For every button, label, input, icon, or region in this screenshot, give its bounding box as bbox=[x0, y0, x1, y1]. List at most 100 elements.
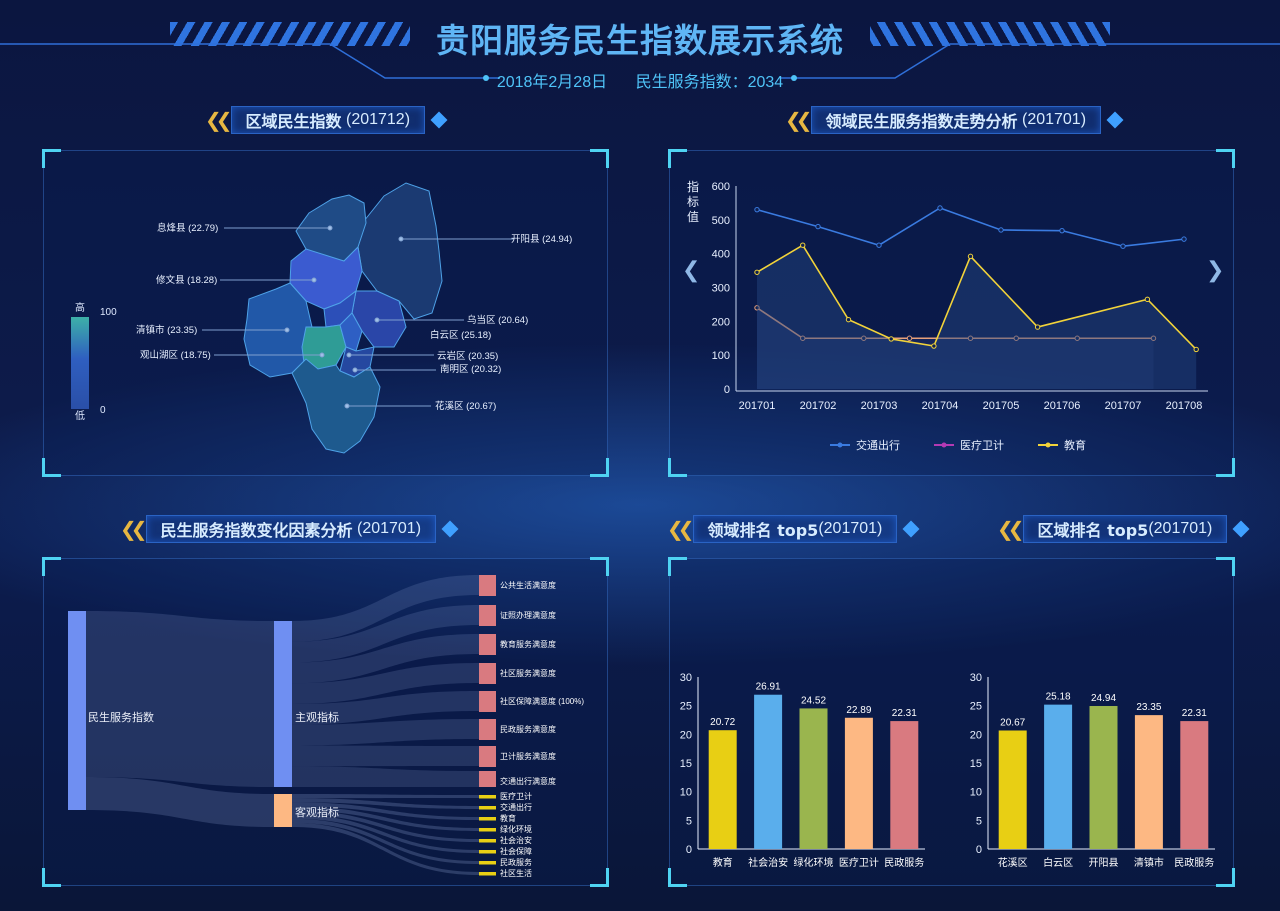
x-tick-label: 民政服务 bbox=[884, 856, 924, 869]
series-point bbox=[1193, 346, 1199, 353]
legend-label: 医疗卫计 bbox=[960, 438, 1004, 452]
chevron-left-icon: ❮❮ bbox=[667, 518, 694, 541]
diamond-icon bbox=[1106, 111, 1124, 129]
domain-rank-bar bbox=[754, 694, 783, 849]
domain-rank-section-title: ❮❮ 领域排名 top5 (201701) bbox=[667, 514, 920, 544]
legend-dot bbox=[941, 442, 947, 448]
map-label: 云岩区 (20.35) bbox=[437, 350, 498, 362]
y-tick-label: 25 bbox=[970, 701, 982, 713]
series-point bbox=[876, 242, 882, 248]
x-tick-label: 教育 bbox=[713, 856, 733, 869]
sankey-link bbox=[292, 798, 479, 809]
header-stripes-left bbox=[170, 22, 410, 46]
sankey-link bbox=[292, 605, 479, 663]
sankey-node bbox=[479, 817, 496, 821]
map-label: 开阳县 (24.94) bbox=[511, 234, 572, 245]
map-region-kaiyang[interactable] bbox=[357, 182, 443, 320]
region-rank-value-label: 25.18 bbox=[1046, 692, 1071, 703]
sankey-node bbox=[479, 634, 496, 655]
x-tick-label: 社会治安 bbox=[748, 856, 788, 869]
map-label: 南明区 (20.32) bbox=[440, 363, 501, 375]
y-tick-label: 0 bbox=[976, 844, 982, 856]
series-point bbox=[800, 242, 806, 248]
series-line-交通出行 bbox=[756, 207, 1185, 248]
y-tick-label: 600 bbox=[712, 181, 730, 193]
map-label: 清镇市 (23.35) bbox=[136, 324, 197, 336]
sankey-link bbox=[292, 794, 479, 799]
map-label: 乌当区 (20.64) bbox=[467, 314, 528, 326]
sankey-node-label: 社会保障 bbox=[500, 846, 532, 856]
sankey-node bbox=[479, 771, 496, 787]
series-area-医疗卫计 bbox=[757, 307, 1154, 389]
sankey-link bbox=[292, 634, 479, 684]
series-point bbox=[1013, 335, 1019, 341]
map-label: 息烽县 (22.79) bbox=[157, 222, 218, 234]
chevron-left-icon: ❮❮ bbox=[205, 109, 232, 132]
sankey-node-label: 社区服务满意度 bbox=[500, 668, 556, 678]
x-tick-label: 花溪区 bbox=[998, 856, 1028, 869]
map-region-yunyan[interactable] bbox=[339, 312, 363, 352]
x-tick-label: 绿化环境 bbox=[794, 856, 834, 869]
map-label: 观山湖区 (18.75) bbox=[140, 350, 211, 361]
y-tick-label: 500 bbox=[712, 215, 730, 227]
y-tick-label: 30 bbox=[680, 672, 692, 684]
factor-title-period: (201701) bbox=[356, 520, 422, 537]
region-rank-section-title: ❮❮ 区域排名 top5 (201701) bbox=[997, 514, 1250, 544]
y-tick-label: 5 bbox=[976, 815, 982, 827]
factor-panel: 民生服务指数 主观指标客观指标 公共生活满意度证照办理满意度教育服务满意度社区服务满… bbox=[42, 557, 609, 887]
domain-rank-value-label: 20.72 bbox=[710, 717, 735, 728]
sankey-node bbox=[479, 605, 496, 626]
x-tick-label: 开阳县 bbox=[1089, 857, 1119, 869]
y-tick-label: 25 bbox=[680, 701, 692, 713]
sankey-node bbox=[479, 828, 496, 832]
region-rank-value-label: 24.94 bbox=[1091, 693, 1116, 704]
series-point bbox=[1181, 236, 1187, 242]
sankey-node-label: 教育服务满意度 bbox=[500, 639, 556, 649]
sankey-node bbox=[479, 719, 496, 740]
y-axis-label: 值 bbox=[687, 209, 699, 224]
sankey-node bbox=[479, 663, 496, 684]
sankey-node-label: 公共生活满意度 bbox=[500, 580, 556, 590]
factor-sankey-chart: 民生服务指数 主观指标客观指标 公共生活满意度证照办理满意度教育服务满意度社区服务满… bbox=[68, 575, 584, 878]
map-label: 修文县 (18.28) bbox=[156, 274, 217, 286]
sankey-node-label: 卫计服务满意度 bbox=[500, 751, 556, 761]
region-rank-title-period: (201701) bbox=[1148, 520, 1213, 537]
x-tick-label: 清镇市 bbox=[1134, 856, 1164, 869]
chevron-left-icon: ❮❮ bbox=[120, 518, 147, 541]
series-point bbox=[1059, 227, 1065, 234]
y-axis-label: 标 bbox=[687, 195, 699, 209]
sankey-link bbox=[292, 745, 479, 767]
sankey-node bbox=[479, 861, 496, 865]
sankey-link bbox=[292, 691, 479, 725]
x-tick-label: 民政服务 bbox=[1174, 856, 1214, 869]
domain-rank-value-label: 22.89 bbox=[846, 705, 871, 716]
chevron-right-icon[interactable]: ❯ bbox=[1206, 257, 1225, 282]
y-tick-label: 15 bbox=[970, 758, 982, 770]
legend-dot bbox=[837, 442, 843, 448]
y-tick-label: 100 bbox=[712, 350, 730, 362]
trend-title-text: 领域民生服务指数走势分析 bbox=[825, 112, 1018, 131]
x-tick-label: 医疗卫计 bbox=[839, 856, 879, 869]
sankey-link bbox=[292, 766, 479, 787]
domain-rank-value-label: 26.91 bbox=[756, 682, 781, 693]
sankey-node-label: 民生服务指数 bbox=[88, 710, 154, 724]
series-point bbox=[754, 206, 760, 213]
region-rank-value-label: 23.35 bbox=[1136, 702, 1161, 713]
sankey-link bbox=[86, 777, 274, 827]
page-title: 贵阳服务民生指数展示系统 bbox=[436, 21, 844, 60]
series-point bbox=[888, 336, 894, 342]
diamond-icon bbox=[430, 111, 448, 129]
domain-rank-value-label: 22.31 bbox=[892, 708, 917, 719]
sankey-node bbox=[479, 795, 496, 799]
series-point bbox=[967, 253, 974, 260]
map-legend-bar bbox=[71, 317, 89, 409]
sankey-node bbox=[479, 575, 496, 596]
map-region-huaxi[interactable] bbox=[291, 358, 381, 454]
chevron-left-icon[interactable]: ❮ bbox=[682, 257, 701, 282]
series-point bbox=[998, 227, 1004, 233]
series-point bbox=[906, 335, 913, 341]
x-tick-label: 白云区 bbox=[1043, 856, 1073, 869]
sankey-node-label: 交通出行 bbox=[500, 802, 532, 812]
x-tick-label: 201706 bbox=[1044, 400, 1081, 412]
legend-label: 教育 bbox=[1064, 438, 1086, 452]
